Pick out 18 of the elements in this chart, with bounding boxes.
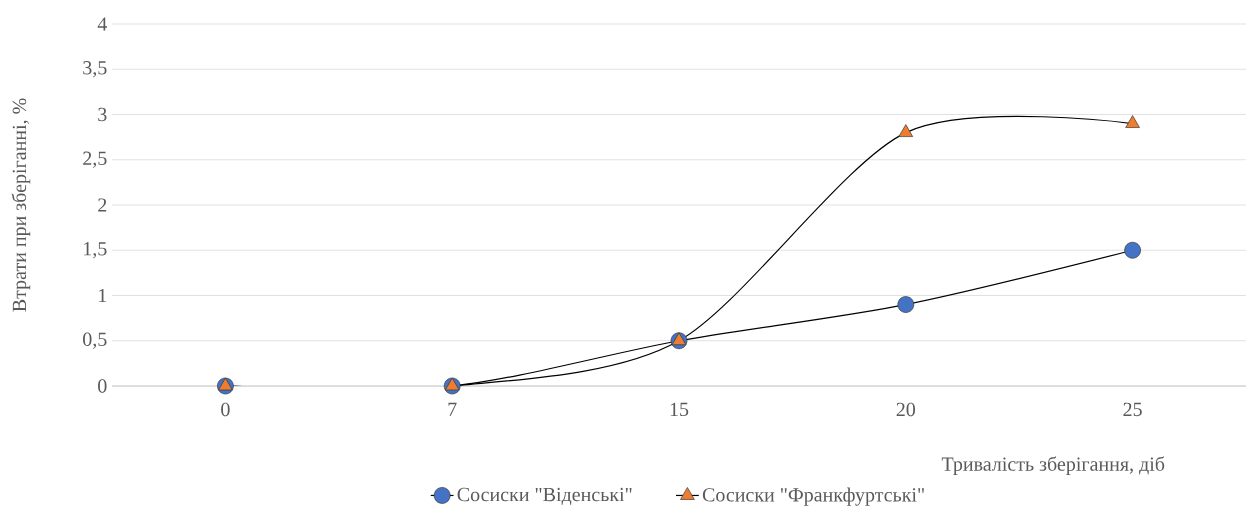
y-tick-label: 4 bbox=[97, 17, 107, 31]
legend-label: Сосиски "Віденські" bbox=[457, 487, 632, 505]
legend-label: Сосиски "Франкфуртські" bbox=[702, 487, 924, 506]
y-axis-title: Втрати при зберіганні, % bbox=[11, 98, 31, 312]
x-tick-label: 7 bbox=[448, 402, 457, 416]
y-tick-label: 3,5 bbox=[83, 61, 107, 78]
y-tick-label: 0 bbox=[98, 379, 107, 393]
x-axis-title: Тривалість зберігання, діб bbox=[941, 456, 1165, 475]
x-tick-label: 0 bbox=[221, 402, 230, 417]
y-tick-label: 2 bbox=[98, 198, 107, 212]
y-tick-label: 2,5 bbox=[83, 151, 107, 168]
x-tick-label: 20 bbox=[896, 402, 916, 417]
y-tick-label: 0,5 bbox=[83, 332, 107, 349]
y-tick-label: 1,5 bbox=[84, 242, 107, 259]
x-tick-label: 25 bbox=[1123, 402, 1142, 417]
x-tick-label: 15 bbox=[670, 402, 689, 417]
y-tick-label: 1 bbox=[99, 288, 107, 303]
y-tick-label: 3 bbox=[98, 107, 107, 122]
